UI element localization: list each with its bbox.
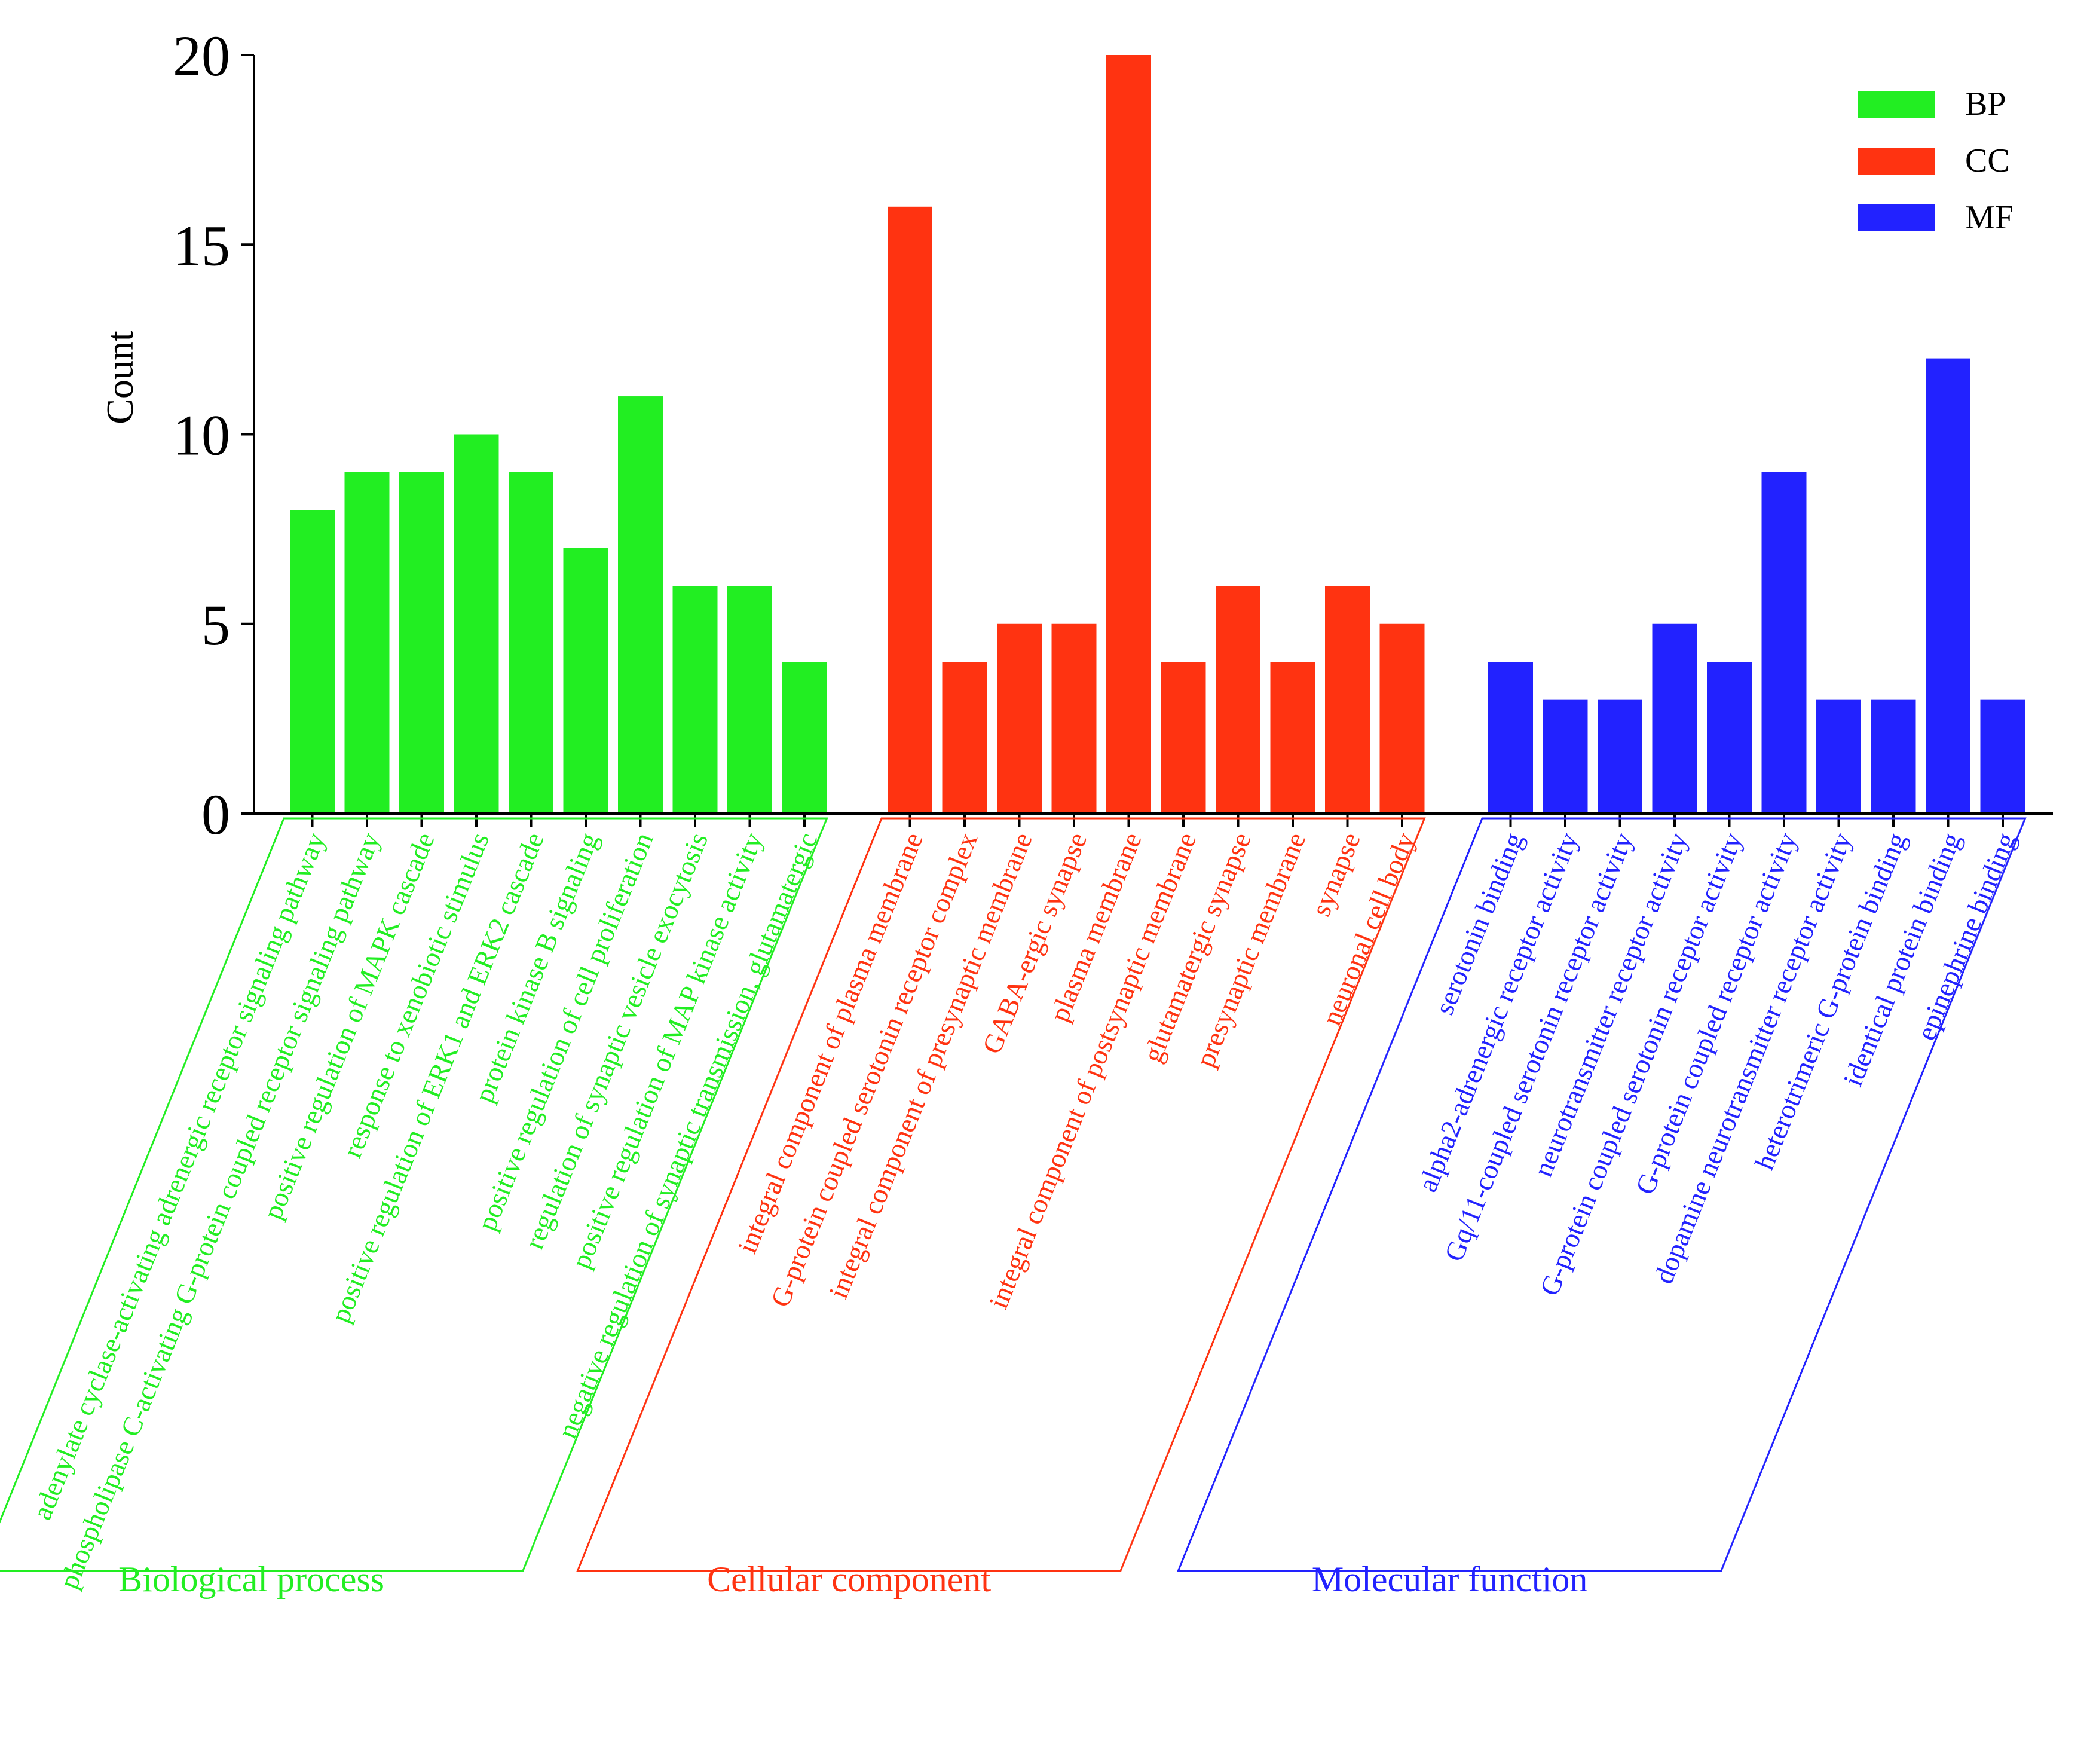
legend-swatch (1858, 148, 1935, 175)
bar-cc (888, 206, 932, 814)
category-labels: adenylate cyclase-activating adrenergic … (26, 829, 2021, 1593)
bar-bp (454, 434, 499, 814)
bar-mf (1871, 699, 1916, 814)
bar-cc (1379, 623, 1425, 814)
bar-mf (1488, 662, 1533, 814)
bar-cc (942, 662, 987, 814)
bar-bp (290, 510, 335, 814)
y-axis-label: Count (99, 331, 141, 424)
bar-cc (1051, 623, 1097, 814)
bar-bp (399, 472, 444, 814)
bars-layer (290, 55, 2025, 814)
group-frame-bp (0, 817, 828, 1572)
bar-bp (563, 548, 608, 814)
y-tick-label: 10 (173, 403, 230, 467)
bar-mf (1980, 699, 2025, 814)
y-ticks: 0 5 10 15 20 (173, 24, 254, 846)
bar-bp (509, 472, 553, 814)
bar-cc (1161, 662, 1206, 814)
legend-label: BP (1965, 85, 2006, 123)
legend-label: CC (1965, 142, 2010, 179)
bar-bp (344, 472, 390, 814)
legend: BP CC MF (1858, 85, 2014, 236)
bar-cc (1270, 662, 1315, 814)
group-frame-mf (1177, 817, 2027, 1572)
legend-swatch (1858, 204, 1935, 231)
bar-bp (672, 586, 718, 814)
bar-cc (1325, 586, 1370, 814)
y-tick-label: 15 (173, 213, 230, 277)
bar-mf (1543, 699, 1588, 814)
legend-label: MF (1965, 199, 2014, 236)
bar-cc (1106, 55, 1151, 814)
bar-mf (1761, 472, 1807, 814)
bar-bp (727, 586, 772, 814)
group-frame-cc (576, 817, 1426, 1572)
bar-cc (997, 623, 1042, 814)
y-tick-label: 5 (201, 593, 230, 657)
group-label: Molecular function (1312, 1560, 1588, 1599)
bar-mf (1598, 699, 1642, 814)
category-label: synapse (1305, 829, 1366, 921)
bar-mf (1652, 623, 1697, 814)
group-frames: Biological process Cellular component Mole… (0, 817, 2027, 1599)
category-label: phospholipase C-activating G-protein cou… (53, 829, 385, 1593)
bar-bp (782, 662, 827, 814)
y-tick-label: 0 (201, 782, 230, 846)
group-label: Biological process (118, 1560, 384, 1599)
bar-cc (1216, 586, 1260, 814)
bar-mf (1707, 662, 1752, 814)
x-ticks (311, 814, 2004, 827)
legend-swatch (1858, 91, 1935, 118)
bar-mf (1816, 699, 1861, 814)
bar-mf (1926, 358, 1970, 814)
group-label: Cellular component (707, 1560, 991, 1599)
bar-bp (618, 396, 663, 814)
y-tick-label: 20 (173, 24, 230, 88)
